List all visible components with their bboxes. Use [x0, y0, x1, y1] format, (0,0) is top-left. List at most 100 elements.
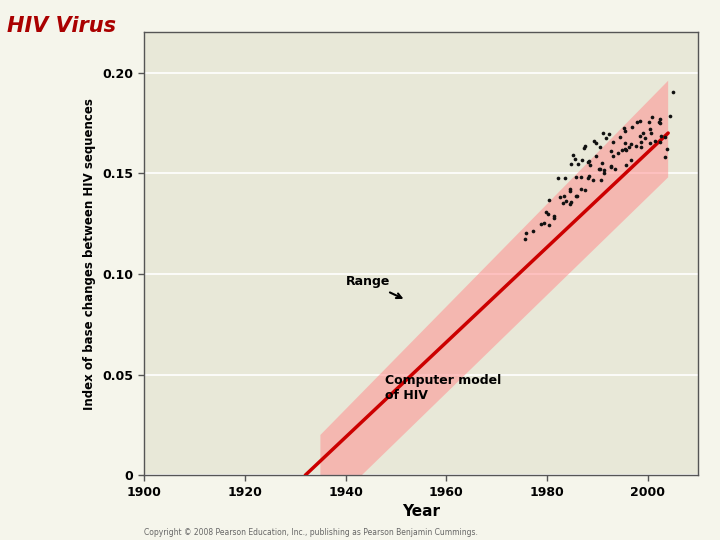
Y-axis label: Index of base changes between HIV sequences: Index of base changes between HIV sequen… [83, 98, 96, 410]
Point [626, 140, 637, 149]
Point [544, 221, 555, 230]
Point [653, 118, 665, 126]
Point [583, 157, 595, 165]
Point [570, 173, 582, 181]
Point [626, 123, 638, 131]
Point [567, 151, 578, 160]
Point [660, 133, 671, 141]
Point [636, 143, 647, 151]
Point [558, 192, 570, 201]
Point [544, 195, 555, 204]
Point [594, 164, 606, 173]
Point [521, 229, 532, 238]
Point [635, 138, 647, 146]
Point [594, 143, 606, 151]
Point [639, 134, 650, 143]
Point [631, 118, 642, 126]
Text: HIV Virus: HIV Virus [7, 16, 116, 36]
Point [572, 159, 584, 168]
Point [603, 130, 615, 138]
Point [609, 165, 621, 173]
Point [559, 174, 571, 183]
Text: Range: Range [346, 275, 402, 298]
Polygon shape [320, 80, 668, 516]
Point [655, 132, 667, 140]
Point [582, 174, 593, 183]
Point [667, 87, 679, 96]
Point [606, 163, 617, 172]
Point [654, 118, 665, 127]
Point [645, 129, 657, 137]
Point [644, 124, 656, 133]
Point [582, 158, 594, 167]
Point [619, 139, 631, 147]
Point [575, 184, 587, 193]
Point [590, 151, 602, 160]
Point [540, 208, 552, 217]
Point [596, 159, 608, 167]
Point [606, 147, 617, 156]
Point [626, 156, 637, 165]
Point [595, 176, 607, 185]
Text: Copyright © 2008 Pearson Education, Inc., publishing as Pearson Benjamin Cumming: Copyright © 2008 Pearson Education, Inc.… [144, 528, 478, 537]
Point [590, 139, 602, 147]
Point [548, 212, 559, 220]
Point [597, 129, 608, 137]
Point [557, 198, 569, 207]
Point [654, 138, 665, 147]
Point [548, 213, 559, 222]
Point [620, 127, 631, 136]
Point [570, 192, 582, 200]
Point [620, 145, 631, 154]
Point [560, 197, 572, 206]
Point [577, 155, 588, 164]
Point [588, 137, 600, 145]
Point [644, 138, 656, 147]
Point [576, 172, 588, 181]
Point [643, 118, 654, 127]
Point [608, 137, 619, 146]
Text: Computer model
of HIV: Computer model of HIV [385, 374, 501, 402]
Point [554, 193, 566, 201]
Point [660, 153, 671, 161]
X-axis label: Year: Year [402, 504, 440, 519]
Point [634, 117, 646, 126]
Point [646, 113, 657, 122]
Point [649, 137, 661, 146]
Point [621, 160, 632, 169]
Point [565, 160, 577, 168]
Point [542, 210, 554, 219]
Point [593, 164, 605, 173]
Point [535, 220, 546, 229]
Point [612, 149, 624, 158]
Point [564, 185, 575, 194]
Point [618, 124, 629, 132]
Point [519, 235, 531, 244]
Point [564, 200, 575, 208]
Point [564, 186, 576, 195]
Point [654, 114, 666, 123]
Point [578, 144, 590, 152]
Point [571, 192, 582, 200]
Point [588, 175, 599, 184]
Point [630, 141, 642, 150]
Point [665, 111, 676, 120]
Point [579, 142, 590, 151]
Point [565, 198, 577, 207]
Point [614, 133, 626, 141]
Point [661, 145, 672, 154]
Point [607, 151, 618, 160]
Point [598, 168, 610, 177]
Point [624, 143, 635, 152]
Point [569, 154, 580, 163]
Point [637, 129, 649, 138]
Point [584, 160, 595, 169]
Point [580, 185, 591, 194]
Point [553, 174, 564, 183]
Point [527, 227, 539, 235]
Point [539, 219, 550, 228]
Point [634, 132, 645, 141]
Point [618, 145, 630, 154]
Point [605, 162, 616, 171]
Point [616, 145, 627, 154]
